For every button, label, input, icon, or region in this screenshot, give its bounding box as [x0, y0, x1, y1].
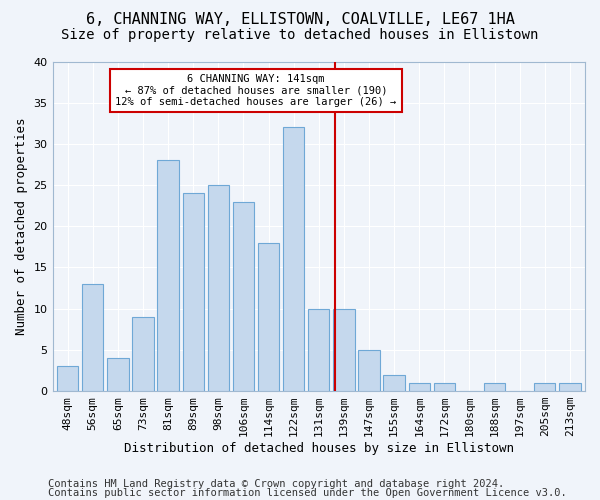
Bar: [534, 383, 556, 391]
Text: Contains public sector information licensed under the Open Government Licence v3: Contains public sector information licen…: [48, 488, 567, 498]
Bar: [157, 160, 179, 391]
Bar: [107, 358, 128, 391]
Bar: [283, 128, 304, 391]
Bar: [258, 243, 279, 391]
Bar: [333, 308, 355, 391]
Bar: [409, 383, 430, 391]
Text: 6, CHANNING WAY, ELLISTOWN, COALVILLE, LE67 1HA: 6, CHANNING WAY, ELLISTOWN, COALVILLE, L…: [86, 12, 514, 28]
Bar: [559, 383, 581, 391]
Text: Contains HM Land Registry data © Crown copyright and database right 2024.: Contains HM Land Registry data © Crown c…: [48, 479, 504, 489]
Bar: [308, 308, 329, 391]
Bar: [358, 350, 380, 391]
Bar: [233, 202, 254, 391]
Bar: [182, 194, 204, 391]
X-axis label: Distribution of detached houses by size in Ellistown: Distribution of detached houses by size …: [124, 442, 514, 455]
Bar: [57, 366, 78, 391]
Y-axis label: Number of detached properties: Number of detached properties: [15, 118, 28, 335]
Bar: [383, 374, 405, 391]
Text: Size of property relative to detached houses in Ellistown: Size of property relative to detached ho…: [61, 28, 539, 42]
Bar: [434, 383, 455, 391]
Bar: [208, 185, 229, 391]
Bar: [132, 317, 154, 391]
Bar: [82, 284, 103, 391]
Text: 6 CHANNING WAY: 141sqm
← 87% of detached houses are smaller (190)
12% of semi-de: 6 CHANNING WAY: 141sqm ← 87% of detached…: [115, 74, 397, 107]
Bar: [484, 383, 505, 391]
